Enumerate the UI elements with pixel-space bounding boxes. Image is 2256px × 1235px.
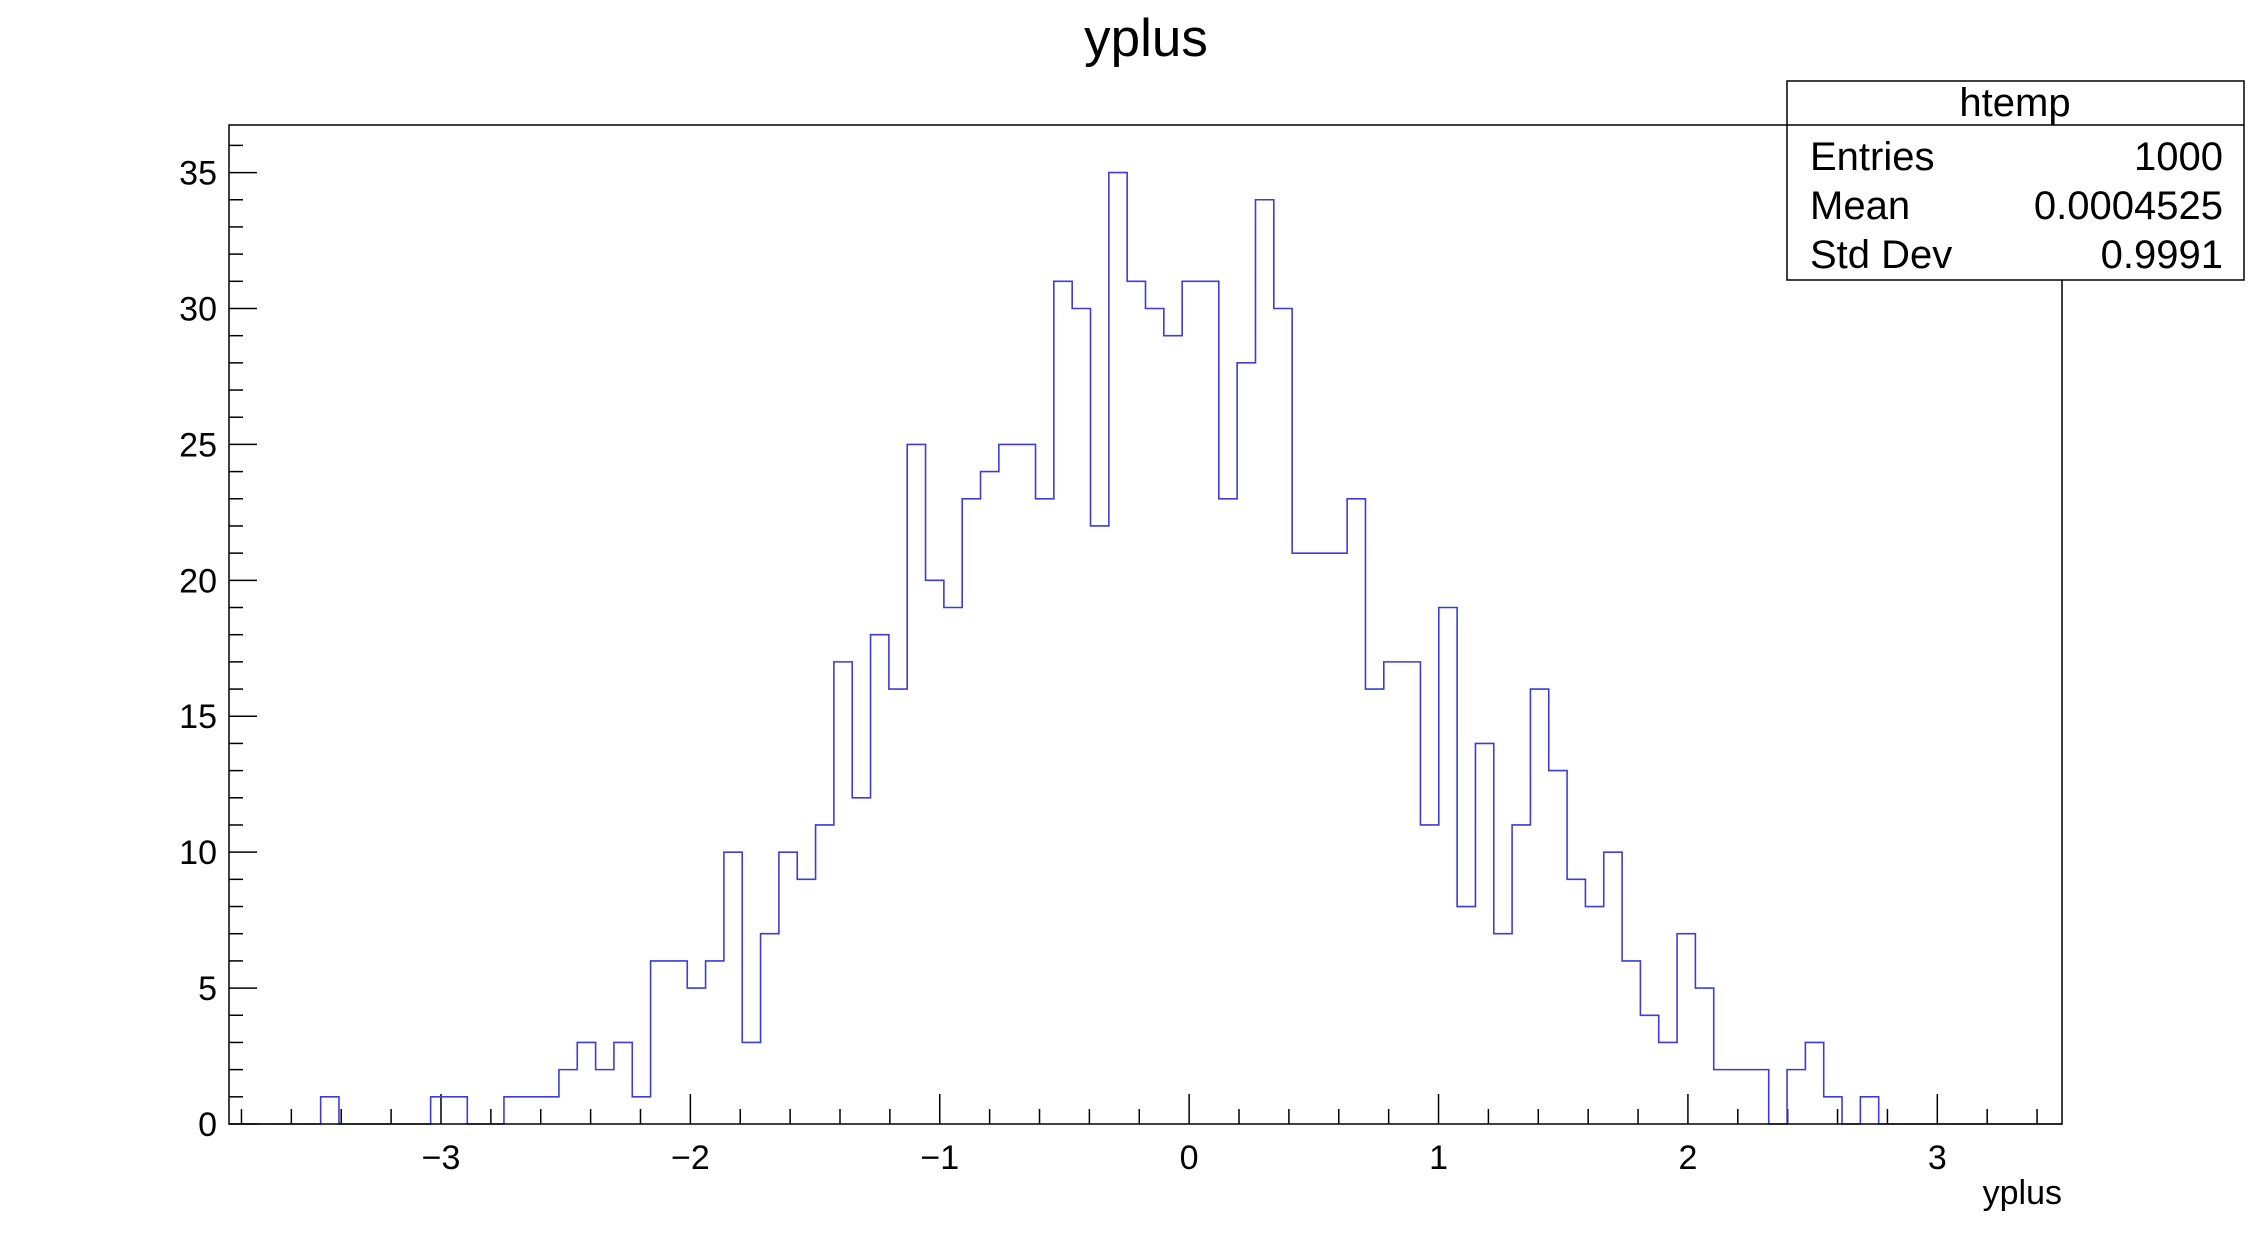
x-tick-label: 1: [1429, 1139, 1448, 1177]
chart-title: yplus: [1084, 9, 1208, 68]
x-tick-label: −3: [422, 1139, 461, 1177]
y-tick-label: 0: [198, 1106, 217, 1144]
x-tick-label: 0: [1180, 1139, 1199, 1177]
stats-box-title: htemp: [1959, 81, 2070, 125]
x-tick-label: −1: [920, 1139, 959, 1177]
x-axis-label: yplus: [1983, 1174, 2062, 1212]
stats-stddev-label: Std Dev: [1810, 233, 1952, 277]
y-tick-label: 5: [198, 970, 217, 1008]
stats-stddev-value: 0.9991: [2101, 233, 2223, 277]
stats-entries-label: Entries: [1810, 135, 1935, 179]
stats-box: htemp Entries 1000 Mean 0.0004525 Std De…: [1786, 80, 2245, 281]
y-tick-label: 30: [179, 290, 217, 328]
stats-box-frame: [1786, 80, 2245, 281]
x-tick-label: −2: [671, 1139, 710, 1177]
x-tick-label: 3: [1928, 1139, 1947, 1177]
y-tick-label: 20: [179, 562, 217, 600]
y-tick-label: 10: [179, 834, 217, 872]
y-tick-label: 15: [179, 698, 217, 736]
x-axis-ticks: [240, 1094, 2038, 1124]
x-axis-tick-labels: −3 −2 −1 0 1 2 3: [422, 1139, 1947, 1177]
y-axis-tick-labels: 0 5 10 15 20 25 30 35: [179, 155, 217, 1144]
stats-mean-value: 0.0004525: [2034, 184, 2223, 228]
stats-entries-value: 1000: [2134, 135, 2223, 179]
stats-mean-label: Mean: [1810, 184, 1910, 228]
histogram-series-line: [229, 171, 2062, 1125]
plot-frame: [228, 124, 2063, 1125]
x-tick-label: 2: [1678, 1139, 1697, 1177]
y-tick-label: 25: [179, 426, 217, 464]
y-tick-label: 35: [179, 155, 217, 193]
